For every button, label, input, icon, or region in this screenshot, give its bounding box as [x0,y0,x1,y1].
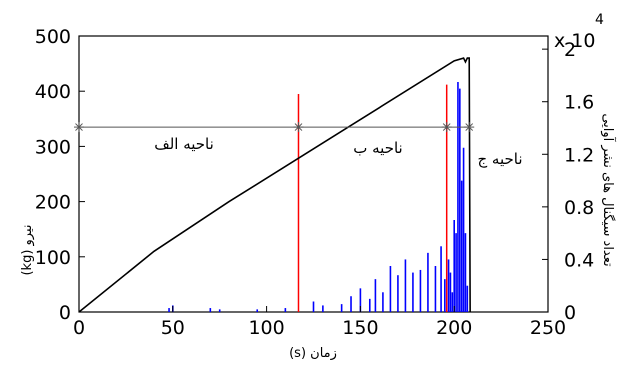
y-left-tick-label: 100 [35,247,71,269]
plot-frame [78,35,549,313]
y-right-tick-label: 1.2 [564,144,594,166]
y-right-axis-title: تعداد سیگنال های نشر آوایی [600,113,617,267]
y-right-tick-label: 1.6 [564,92,594,114]
force-series [78,57,471,313]
y-left-axis-title: نیرو (kg) [20,224,35,275]
right-axis-exponent: 4 [595,12,604,28]
region-marker-2 [441,122,452,133]
x-tick-label: 100 [248,317,284,339]
region-marker-3 [464,122,475,133]
axis-ticks: 0 50 100 150 200 250010020030040050000.40.81.… [35,26,594,339]
region-marker-0 [74,122,84,133]
region-label-a: ناحیه الف [154,135,214,153]
x-tick-label: 0 [73,317,85,339]
y-left-tick-label: 500 [35,26,71,48]
y-right-tick-label: 0.8 [564,197,594,219]
y-left-tick-label: 0 [59,302,71,324]
y-right-tick-label: 0 [564,302,576,324]
region-boundaries [74,122,475,133]
y-left-tick-label: 300 [35,136,71,158]
force-line [78,57,471,313]
y-right-tick-label: 2 [564,39,576,61]
x-tick-label: 50 [161,317,185,339]
plot-border [78,35,549,313]
region-label-b: ناحیه ب [353,139,402,157]
x-tick-label: 200 [436,317,472,339]
region-label-c: ناحیه ج [477,150,522,169]
y-left-tick-label: 400 [35,81,71,103]
right-axis-multiplier: x 10 [554,30,595,52]
x-tick-label: 250 [530,317,566,339]
x-tick-label: 150 [342,317,378,339]
y-left-tick-label: 200 [35,192,71,214]
y-right-tick-label: 0.4 [564,249,594,271]
region-marker-lines [297,84,448,312]
x-axis-title: زمان (s) [289,346,337,360]
region-marker-1 [293,122,304,133]
acoustic-emission-series [168,82,469,312]
